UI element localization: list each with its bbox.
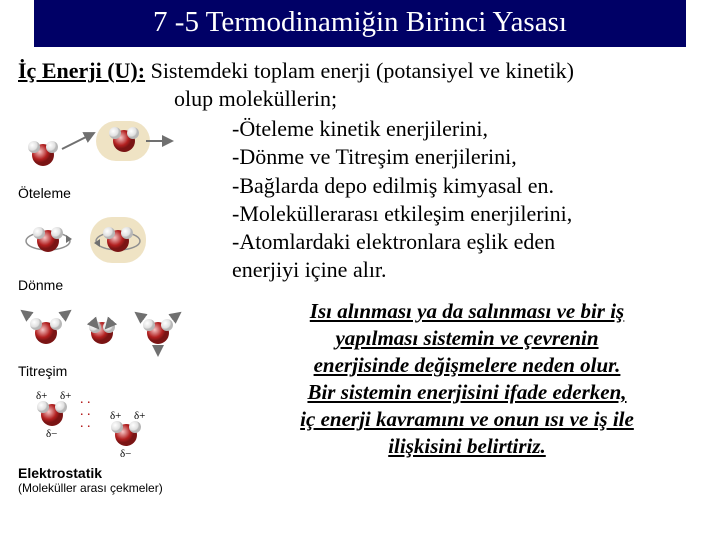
- label-translation: Öteleme: [18, 185, 228, 201]
- svg-text:δ+: δ+: [36, 390, 47, 402]
- intro-line1: Sistemdeki toplam enerji (potansiyel ve …: [145, 58, 574, 83]
- diagram-translation: Öteleme: [18, 119, 228, 201]
- electrostatic-svg: δ+ δ+ δ− . .. .. . δ+ δ+ δ−: [18, 389, 188, 461]
- bullet-list: -Öteleme kinetik enerjilerini, -Dönme ve…: [232, 115, 702, 284]
- svg-text:. .: . .: [80, 416, 91, 431]
- slide-header: 7 -5 Termodinamiğin Birinci Yasası: [34, 0, 686, 47]
- italic-l5: iç enerji kavramını ve onun ısı ve iş il…: [232, 406, 702, 433]
- translation-svg: [18, 119, 178, 181]
- italic-l1: Isı alınması ya da salınması ve bir iş: [232, 298, 702, 325]
- svg-text:δ+: δ+: [110, 410, 121, 422]
- diagram-rotation: Dönme: [18, 211, 228, 293]
- bullet-2: -Dönme ve Titreşim enerjilerini,: [232, 143, 702, 171]
- intro-label: İç Enerji (U):: [18, 58, 145, 83]
- slide-title: 7 -5 Termodinamiğin Birinci Yasası: [153, 6, 567, 38]
- bullet-4: -Moleküllerarası etkileşim enerjilerini,: [232, 200, 702, 228]
- bullet-3: -Bağlarda depo edilmiş kimyasal en.: [232, 172, 702, 200]
- main-row: Öteleme Dönme: [18, 113, 702, 505]
- svg-text:δ+: δ+: [60, 390, 71, 402]
- bullet-1: -Öteleme kinetik enerjilerini,: [232, 115, 702, 143]
- svg-text:δ+: δ+: [134, 410, 145, 422]
- label-electrostatic-sub: (Moleküller arası çekmeler): [18, 481, 228, 495]
- bullet-5: -Atomlardaki elektronlara eşlik eden: [232, 228, 702, 256]
- label-electrostatic: Elektrostatik: [18, 465, 228, 481]
- italic-block: Isı alınması ya da salınması ve bir iş y…: [232, 298, 702, 459]
- vibration-svg: [18, 303, 188, 359]
- bullet-6: enerjiyi içine alır.: [232, 256, 702, 284]
- diagram-electrostatic: δ+ δ+ δ− . .. .. . δ+ δ+ δ− Elektrostati…: [18, 389, 228, 495]
- svg-text:δ−: δ−: [46, 428, 57, 440]
- italic-l4: Bir sistemin enerjisini ifade ederken,: [232, 379, 702, 406]
- label-rotation: Dönme: [18, 277, 228, 293]
- svg-text:δ−: δ−: [120, 448, 131, 460]
- italic-l2: yapılması sistemin ve çevrenin: [232, 325, 702, 352]
- content-area: İç Enerji (U): Sistemdeki toplam enerji …: [0, 47, 720, 505]
- italic-l3: enerjisinde değişmelere neden olur.: [232, 352, 702, 379]
- rotation-svg: [18, 211, 178, 273]
- right-column: -Öteleme kinetik enerjilerini, -Dönme ve…: [228, 113, 702, 505]
- label-vibration: Titreşim: [18, 363, 228, 379]
- left-column: Öteleme Dönme: [18, 113, 228, 505]
- intro-text: İç Enerji (U): Sistemdeki toplam enerji …: [18, 57, 702, 113]
- intro-line2: olup moleküllerin;: [174, 85, 702, 113]
- diagram-vibration: Titreşim: [18, 303, 228, 379]
- italic-l6: ilişkisini belirtiriz.: [232, 433, 702, 460]
